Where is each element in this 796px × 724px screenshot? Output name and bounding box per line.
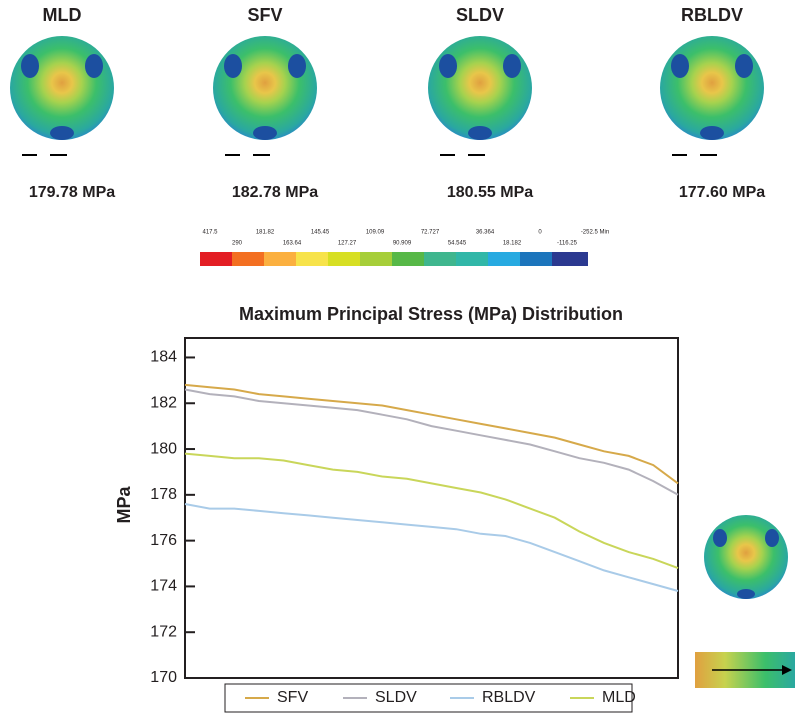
- legend-label: MLD: [602, 689, 636, 706]
- chart-title: Maximum Principal Stress (MPa) Distribut…: [239, 304, 623, 324]
- contour-spot: [21, 54, 39, 78]
- y-tick-label: 170: [150, 669, 177, 686]
- panel-value: 177.60 MPa: [679, 184, 765, 201]
- legend-label: RBLDV: [482, 689, 536, 706]
- y-tick-label: 182: [150, 394, 177, 411]
- y-tick-label: 176: [150, 532, 177, 549]
- contour-panels: MLD 179.78 MPa SFV 182.78 MPa SLDV 180.55 MPa…: [10, 5, 765, 201]
- chart: Maximum Principal Stress (MPa) Distribut…: [114, 304, 678, 712]
- panel-title: SFV: [247, 5, 282, 25]
- colorbar-label: 290: [232, 241, 243, 247]
- colorbar: 417.5 181.82 145.45 109.09 72.727 36.364 0 -252…: [200, 230, 609, 266]
- colorbar-label: 163.64: [283, 241, 302, 247]
- contour-spot: [439, 54, 457, 78]
- y-tick-label: 174: [150, 578, 177, 595]
- legend-label: SFV: [277, 689, 308, 706]
- contour-image: [10, 36, 114, 140]
- panel-value: 182.78 MPa: [232, 184, 318, 201]
- colorbar-label: 72.727: [421, 230, 440, 236]
- colorbar-label: 127.27: [338, 241, 357, 247]
- contour-spot: [503, 54, 521, 78]
- contour-image: [428, 36, 532, 140]
- contour-image: [213, 36, 317, 140]
- legend-label: SLDV: [375, 689, 417, 706]
- y-tick-label: 184: [150, 349, 177, 366]
- contour-image: [660, 36, 764, 140]
- colorbar-label: 54.545: [448, 241, 467, 247]
- contour-spot: [224, 54, 242, 78]
- colorbar-label: 0: [538, 230, 542, 236]
- contour-spot: [288, 54, 306, 78]
- colorbar-label: 145.45: [311, 230, 330, 236]
- contour-spot: [735, 54, 753, 78]
- contour-spot: [50, 126, 74, 140]
- panel-title: MLD: [43, 5, 82, 25]
- colorbar-label: 18.182: [503, 241, 522, 247]
- panel-value: 180.55 MPa: [447, 184, 533, 201]
- y-axis-label: MPa: [114, 486, 134, 524]
- y-tick-label: 178: [150, 486, 177, 503]
- plot-frame: [185, 338, 678, 678]
- contour-spot: [468, 126, 492, 140]
- y-tick-label: 172: [150, 623, 177, 640]
- contour-spot: [671, 54, 689, 78]
- colorbar-label: 181.82: [256, 230, 275, 236]
- contour-spot: [253, 126, 277, 140]
- panel-value: 179.78 MPa: [29, 184, 115, 201]
- colorbar-label: 90.909: [393, 241, 412, 247]
- series-line: [185, 504, 678, 591]
- series-line: [185, 385, 678, 484]
- contour-spot: [85, 54, 103, 78]
- y-tick-label: 180: [150, 440, 177, 457]
- colorbar-label: -252.5 Min: [581, 230, 609, 236]
- colorbar-label: 109.09: [366, 230, 385, 236]
- colorbar-label: 417.5: [202, 230, 218, 236]
- figure: MLD 179.78 MPa SFV 182.78 MPa SLDV 180.55 MPa…: [0, 0, 796, 724]
- panel-title: RBLDV: [681, 5, 743, 25]
- colorbar-label: -116.25: [557, 241, 578, 247]
- colorbar-label: 36.364: [476, 230, 495, 236]
- contour-spot: [700, 126, 724, 140]
- panel-title: SLDV: [456, 5, 504, 25]
- series-line: [185, 390, 678, 495]
- inset-images: [695, 515, 795, 688]
